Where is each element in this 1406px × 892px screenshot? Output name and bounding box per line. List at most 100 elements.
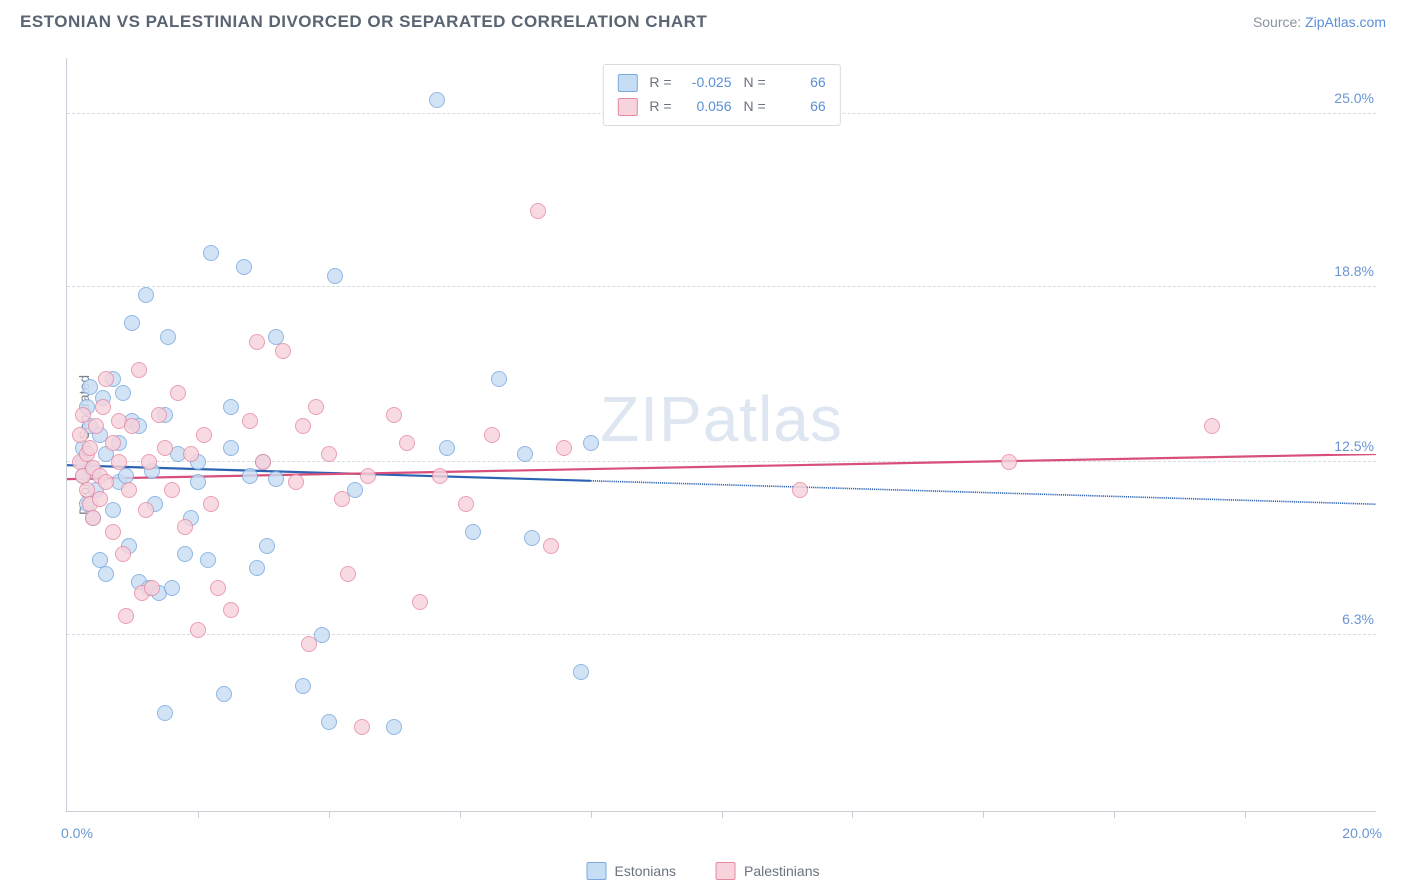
data-point [432,468,448,484]
x-axis-max-label: 20.0% [1342,825,1382,841]
data-point [255,454,271,470]
data-point [1001,454,1017,470]
y-tick-label: 6.3% [1338,611,1378,627]
data-point [85,510,101,526]
plot-area: ZIPatlas R =-0.025N =66R =0.056N =66 0.0… [66,58,1376,812]
data-point [151,407,167,423]
legend-swatch [617,74,637,92]
source-link[interactable]: ZipAtlas.com [1305,14,1386,30]
n-label: N = [744,95,766,119]
data-point [327,268,343,284]
data-point [216,686,232,702]
trend-lines [67,58,1376,811]
data-point [118,608,134,624]
r-label: R = [649,95,671,119]
data-point [157,440,173,456]
data-point [386,407,402,423]
data-point [223,399,239,415]
y-tick-label: 18.8% [1330,263,1378,279]
legend-bottom: EstoniansPalestinians [587,862,820,880]
data-point [196,427,212,443]
data-point [88,418,104,434]
data-point [105,502,121,518]
data-point [124,418,140,434]
data-point [340,566,356,582]
data-point [92,491,108,507]
source: Source: ZipAtlas.com [1253,14,1386,30]
data-point [259,538,275,554]
data-point [121,482,137,498]
data-point [517,446,533,462]
data-point [249,334,265,350]
data-point [308,399,324,415]
data-point [223,440,239,456]
x-tick [1245,811,1246,818]
legend-stat-row: R =0.056N =66 [617,95,825,119]
x-tick [591,811,592,818]
x-tick [983,811,984,818]
data-point [465,524,481,540]
data-point [573,664,589,680]
data-point [183,446,199,462]
data-point [543,538,559,554]
data-point [236,259,252,275]
x-axis-min-label: 0.0% [61,825,93,841]
data-point [792,482,808,498]
data-point [288,474,304,490]
n-value: 66 [778,71,826,95]
data-point [458,496,474,512]
r-value: 0.056 [684,95,732,119]
data-point [321,714,337,730]
legend-swatch [617,98,637,116]
data-point [399,435,415,451]
source-label: Source: [1253,14,1301,30]
data-point [524,530,540,546]
data-point [203,245,219,261]
data-point [157,705,173,721]
data-point [105,435,121,451]
data-point [275,343,291,359]
data-point [72,427,88,443]
data-point [583,435,599,451]
legend-stat-row: R =-0.025N =66 [617,71,825,95]
data-point [115,385,131,401]
data-point [484,427,500,443]
y-tick-label: 25.0% [1330,90,1378,106]
r-value: -0.025 [684,71,732,95]
x-tick [198,811,199,818]
legend-item: Palestinians [716,862,820,880]
legend-swatch [587,862,607,880]
data-point [223,602,239,618]
data-point [164,482,180,498]
chart-title: ESTONIAN VS PALESTINIAN DIVORCED OR SEPA… [20,12,707,32]
legend-label: Palestinians [744,863,820,879]
data-point [354,719,370,735]
data-point [1204,418,1220,434]
data-point [115,546,131,562]
x-tick [852,811,853,818]
legend-swatch [716,862,736,880]
data-point [141,454,157,470]
data-point [105,524,121,540]
x-tick [329,811,330,818]
data-point [177,546,193,562]
data-point [386,719,402,735]
data-point [439,440,455,456]
x-tick [722,811,723,818]
data-point [301,636,317,652]
data-point [138,502,154,518]
data-point [98,566,114,582]
x-tick [460,811,461,818]
data-point [190,622,206,638]
data-point [321,446,337,462]
y-tick-label: 12.5% [1330,438,1378,454]
data-point [124,315,140,331]
chart-container: Divorced or Separated ZIPatlas R =-0.025… [20,48,1386,842]
data-point [491,371,507,387]
data-point [530,203,546,219]
data-point [190,474,206,490]
data-point [138,287,154,303]
data-point [295,678,311,694]
data-point [242,413,258,429]
data-point [295,418,311,434]
